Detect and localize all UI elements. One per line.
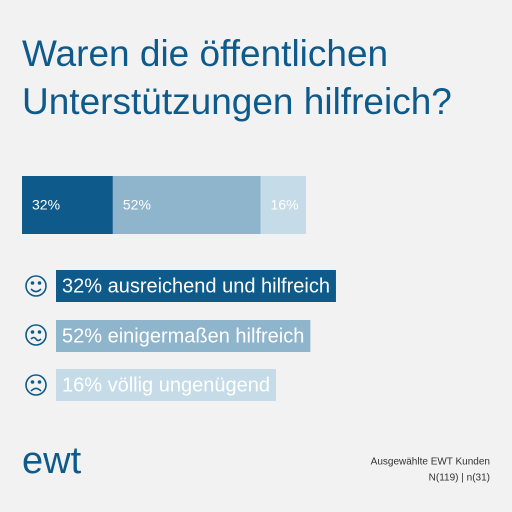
bar-segment bbox=[22, 176, 113, 234]
icon-happy bbox=[25, 275, 47, 297]
legend-swatch bbox=[56, 270, 336, 302]
icon-sad bbox=[25, 374, 47, 396]
bar-segment bbox=[260, 176, 306, 234]
legend-entry: 16% völlig ungenügend bbox=[56, 369, 276, 401]
legend-label: 16% völlig ungenügend bbox=[62, 374, 270, 396]
bar-segment bbox=[112, 176, 261, 234]
icon-neutral bbox=[25, 324, 47, 346]
chart-title: Waren die öffentlichen Unterstützungen h… bbox=[22, 33, 452, 122]
logo: ewt bbox=[22, 440, 82, 482]
note: Ausgewählte EWT Kunden bbox=[371, 457, 490, 468]
legend-label: 52% einigermaßen hilfreich bbox=[62, 325, 304, 347]
value-label: 52% bbox=[123, 197, 151, 213]
legend-entry: 52% einigermaßen hilfreich bbox=[56, 320, 311, 352]
note: N(119) | n(31) bbox=[429, 473, 490, 484]
value-label: 32% bbox=[32, 197, 60, 213]
legend-entry: 32% ausreichend und hilfreich bbox=[56, 270, 336, 302]
value-label: 16% bbox=[271, 197, 299, 213]
legend-swatch bbox=[56, 320, 311, 352]
legend-label: 32% ausreichend und hilfreich bbox=[62, 275, 330, 297]
legend-swatch bbox=[56, 369, 276, 401]
